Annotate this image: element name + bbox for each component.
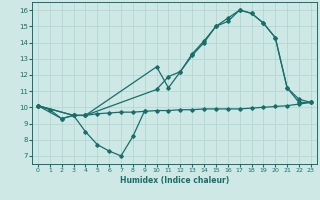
X-axis label: Humidex (Indice chaleur): Humidex (Indice chaleur) <box>120 176 229 185</box>
